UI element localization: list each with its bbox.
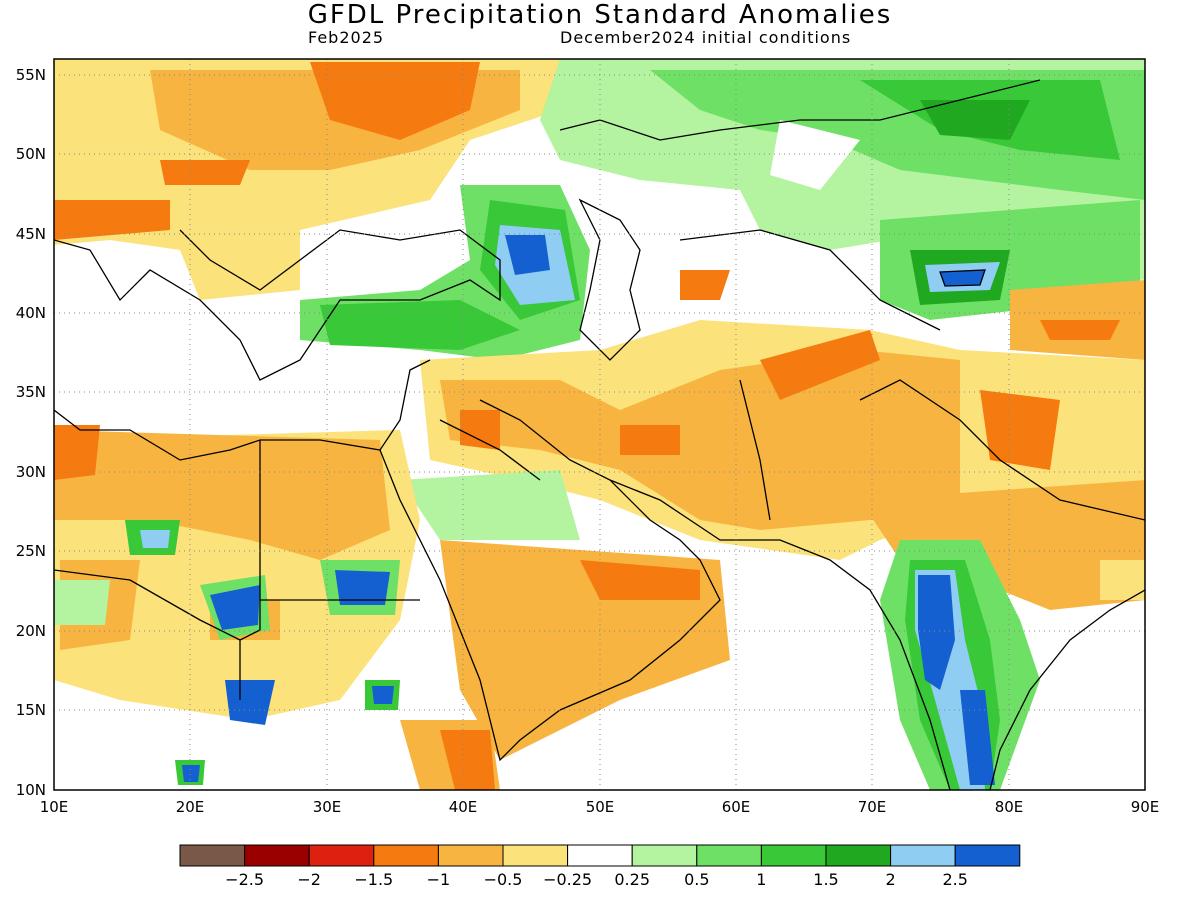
- colorbar-label: 0.5: [684, 870, 709, 889]
- initial-conditions: December2024 initial conditions: [560, 28, 852, 47]
- colorbar-swatch: [825, 844, 892, 867]
- lon-tick: 40E: [449, 798, 478, 816]
- colorbar-swatch: [890, 844, 956, 867]
- colorbar-swatch: [760, 844, 827, 867]
- colorbar-swatch: [308, 844, 375, 867]
- map-title: GFDL Precipitation Standard Anomalies: [307, 0, 893, 30]
- colorbar-label: −2: [297, 870, 321, 889]
- colorbar-swatch: [502, 844, 569, 867]
- lon-tick: 60E: [722, 798, 751, 816]
- lat-tick: 15N: [16, 701, 46, 719]
- russia-dry-peak: [310, 62, 480, 140]
- colorbar-label: 1.5: [813, 870, 838, 889]
- lat-tick: 30N: [16, 463, 46, 481]
- lon-tick: 30E: [313, 798, 342, 816]
- lon-tick: 10E: [40, 798, 69, 816]
- coastlines: [54, 79, 1145, 790]
- lat-tick: 40N: [16, 304, 46, 322]
- anomaly-field: [54, 59, 1145, 790]
- colorbar-label: 1: [756, 870, 766, 889]
- lat-tick: 35N: [16, 383, 46, 401]
- lon-axis: 10E 20E 30E 40E 50E 60E 70E 80E 90E: [40, 798, 1160, 816]
- lat-tick: 45N: [16, 225, 46, 243]
- lon-tick: 20E: [176, 798, 205, 816]
- lon-tick: 90E: [1131, 798, 1160, 816]
- colorbar-swatch: [696, 844, 762, 867]
- colorbar-swatch: [567, 844, 633, 867]
- graticule: [54, 59, 1145, 790]
- colorbar-swatch: [179, 844, 246, 867]
- lat-tick: 10N: [16, 781, 46, 799]
- lat-tick: 50N: [16, 145, 46, 163]
- lat-tick: 20N: [16, 622, 46, 640]
- colorbar-label: 2: [886, 870, 896, 889]
- india-dry-region: [860, 480, 1145, 610]
- colorbar-swatch: [244, 844, 310, 867]
- colorbar-label: −0.25: [543, 870, 592, 889]
- colorbar-label: 0.25: [614, 870, 650, 889]
- colorbar-swatch: [373, 844, 439, 867]
- lat-tick: 55N: [16, 66, 46, 84]
- colorbar-swatch: [631, 844, 698, 867]
- colorbar: −2.5 −2 −1.5 −1 −0.5 −0.25 0.25 0.5 1 1.5 2 2.5: [179, 844, 1021, 889]
- lat-tick: 25N: [16, 542, 46, 560]
- colorbar-label: −1.5: [354, 870, 393, 889]
- lon-tick: 50E: [586, 798, 615, 816]
- colorbar-swatch: [437, 844, 504, 867]
- colorbar-label: −2.5: [225, 870, 264, 889]
- colorbar-label: −0.5: [484, 870, 523, 889]
- forecast-month: Feb2025: [308, 28, 385, 47]
- lat-axis: 10N 15N 20N 25N 30N 35N 40N 45N 50N 55N: [16, 66, 46, 799]
- map-frame: [53, 58, 1146, 791]
- lon-tick: 70E: [858, 798, 887, 816]
- lon-tick: 80E: [995, 798, 1024, 816]
- colorbar-label: 2.5: [942, 870, 967, 889]
- colorbar-swatch: [954, 844, 1021, 867]
- colorbar-label: −1: [427, 870, 451, 889]
